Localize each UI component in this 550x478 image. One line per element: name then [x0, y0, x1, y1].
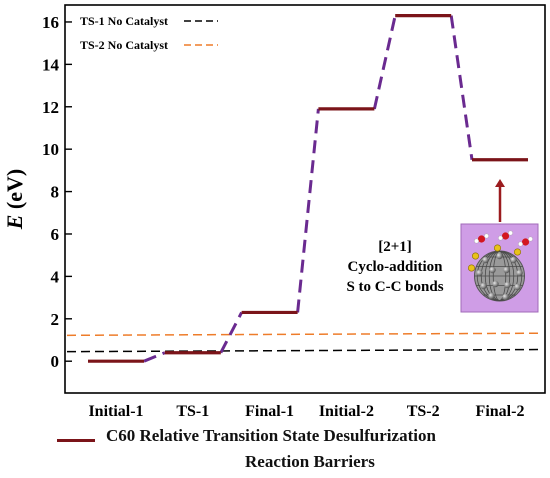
x-tick-label: Final-2 — [476, 403, 525, 420]
oxygen-atom — [501, 232, 510, 240]
y-tick-label: 16 — [42, 13, 59, 32]
y-axis-label-unit: (eV) — [2, 169, 27, 215]
connector-line — [143, 351, 166, 363]
annotation-text-line: S to C-C bonds — [346, 279, 443, 295]
x-tick-label: TS-1 — [176, 403, 209, 420]
c60-atom — [516, 269, 523, 277]
c60-atom — [502, 293, 509, 301]
plot-frame — [64, 4, 546, 394]
sulfur-atom — [493, 244, 501, 252]
y-tick-label: 12 — [42, 98, 59, 117]
hydrogen-atom — [518, 241, 523, 247]
annotation-text-line: [2+1] — [378, 239, 412, 255]
c60-atom — [503, 266, 510, 274]
connector-line — [449, 15, 474, 160]
sulfur-atom — [467, 264, 475, 272]
legend-label-ref-2: TS-2 No Catalyst — [80, 38, 168, 52]
x-tick-label: TS-2 — [407, 403, 440, 420]
bottom-legend-line-1: C60 Relative Transition State Desulfuriz… — [106, 426, 436, 445]
bottom-legend-line-2: Reaction Barriers — [245, 452, 375, 471]
hydrogen-atom — [498, 235, 503, 241]
oxygen-atom — [477, 235, 486, 243]
c60-atom — [488, 292, 495, 300]
y-tick-label: 6 — [51, 225, 60, 244]
annotation-arrow-head — [495, 179, 505, 187]
connector-line — [372, 15, 397, 110]
c60-atom — [514, 283, 521, 291]
reference-line-1 — [66, 348, 544, 353]
y-axis-label: E (eV) — [2, 169, 27, 231]
annotation-text-line: Cyclo-addition — [347, 259, 443, 275]
hydrogen-atom — [528, 236, 533, 242]
c60-molecule-picture — [467, 230, 533, 302]
y-axis-label-symbol: E — [2, 215, 27, 231]
c60-atom — [492, 280, 499, 288]
hydrogen-atom — [508, 230, 513, 236]
connector-line — [219, 311, 243, 354]
sulfur-atom — [513, 248, 521, 256]
y-tick-label: 14 — [42, 55, 60, 74]
oxygen-atom — [521, 238, 530, 246]
connector-line — [296, 108, 320, 313]
y-tick-label: 8 — [51, 183, 60, 202]
y-tick-label: 10 — [42, 140, 59, 159]
reference-line-2 — [66, 332, 544, 337]
hydrogen-atom — [474, 238, 479, 244]
c60-atom — [504, 281, 511, 289]
y-tick-label: 2 — [51, 310, 60, 329]
c60-atom — [510, 256, 517, 264]
x-tick-label: Initial-2 — [319, 403, 374, 420]
hydrogen-atom — [484, 233, 489, 239]
c60-atom — [496, 252, 503, 260]
y-tick-label: 4 — [51, 267, 60, 286]
x-tick-label: Final-1 — [245, 403, 294, 420]
y-tick-label: 0 — [51, 352, 60, 371]
c60-atom — [480, 282, 487, 290]
x-tick-label: Initial-1 — [88, 403, 143, 420]
legend-swatch-reaction-barriers — [57, 439, 95, 442]
legend-label-ref-1: TS-1 No Catalyst — [80, 14, 168, 28]
c60-atom — [482, 256, 489, 264]
c60-atom — [476, 269, 483, 277]
c60-atom — [489, 266, 496, 274]
sulfur-atom — [471, 252, 479, 260]
